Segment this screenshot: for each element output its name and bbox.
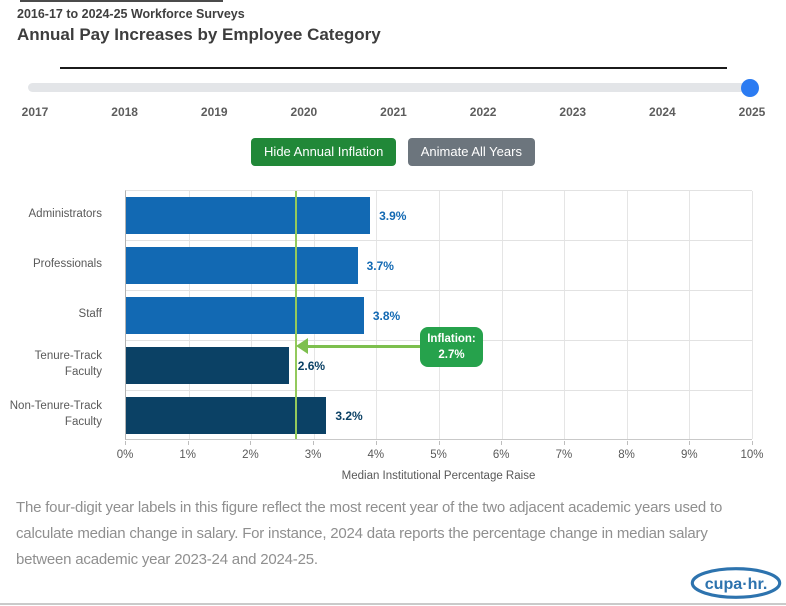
tick-label: 10% bbox=[740, 449, 764, 461]
year-label-2020: 2020 bbox=[290, 105, 318, 119]
category-label: Non-Tenure-Track Faculty bbox=[9, 400, 102, 428]
animate-all-years-button[interactable]: Animate All Years bbox=[407, 138, 535, 166]
year-slider-track[interactable] bbox=[28, 78, 759, 97]
gridline bbox=[564, 191, 566, 439]
cupa-hr-logo[interactable]: cupa·hr. bbox=[690, 564, 782, 602]
tick-mark bbox=[752, 441, 753, 445]
gridline bbox=[752, 191, 753, 439]
gridline bbox=[439, 191, 440, 439]
tick-mark bbox=[250, 441, 252, 445]
tick-mark bbox=[626, 441, 628, 445]
tick-label: 3% bbox=[304, 449, 322, 461]
hide-annual-inflation-button[interactable]: Hide Annual Inflation bbox=[251, 138, 397, 166]
gridline bbox=[626, 191, 628, 439]
year-label-2019: 2019 bbox=[200, 105, 228, 119]
tick-mark bbox=[501, 441, 503, 445]
bar-tenure-track-faculty[interactable] bbox=[126, 347, 289, 384]
bar-row: 3.7% bbox=[126, 241, 752, 291]
bar-row: 3.2% bbox=[126, 391, 752, 441]
tick-mark bbox=[313, 441, 315, 445]
category-label: Professionals bbox=[32, 258, 102, 271]
inflation-arrow-line bbox=[307, 345, 422, 348]
year-label-2022: 2022 bbox=[469, 105, 497, 119]
bar-administrators[interactable] bbox=[126, 197, 371, 234]
year-slider-handle[interactable] bbox=[741, 78, 759, 97]
gridline bbox=[689, 191, 691, 439]
inflation-reference-line bbox=[295, 191, 298, 439]
year-label-2021: 2021 bbox=[380, 105, 407, 119]
gridline bbox=[501, 191, 503, 439]
year-label-2018: 2018 bbox=[111, 105, 138, 119]
bar-row: 2.6% bbox=[126, 341, 752, 391]
survey-range-subtitle: 2016-17 to 2024-25 Workforce Surveys bbox=[17, 7, 245, 21]
tick-mark bbox=[438, 441, 440, 445]
top-edge-remnant-line bbox=[20, 0, 223, 2]
tick-mark bbox=[689, 441, 691, 445]
footnote-text: The four-digit year labels in this figur… bbox=[16, 499, 723, 568]
bar-staff[interactable] bbox=[126, 297, 364, 334]
tick-mark bbox=[375, 441, 377, 445]
bar-value-label: 3.9% bbox=[379, 208, 407, 223]
tick-label: 8% bbox=[618, 449, 635, 461]
bar-non-tenure-track-faculty[interactable] bbox=[126, 397, 327, 434]
logo-ellipse-swoosh bbox=[690, 567, 782, 599]
tick-label: 0% bbox=[116, 449, 134, 461]
bar-professionals[interactable] bbox=[126, 247, 358, 284]
tick-label: 4% bbox=[367, 449, 385, 461]
inflation-arrow-head bbox=[296, 338, 309, 354]
chart-controls: Hide Annual Inflation Animate All Years bbox=[0, 138, 786, 166]
plot-area: Inflation: 2.7% 3.9% 3.7% 3.8% 2.6% 3.2% bbox=[125, 190, 753, 441]
x-axis-title: Median Institutional Percentage Raise bbox=[341, 470, 536, 482]
year-label-2017: 2017 bbox=[21, 105, 49, 119]
year-label-2024: 2024 bbox=[649, 105, 676, 119]
category-axis: Administrators Professionals Staff Tenure-T… bbox=[0, 190, 113, 440]
year-label-2025: 2025 bbox=[738, 105, 766, 119]
category-label: Administrators bbox=[28, 208, 103, 221]
inflation-annotation: Inflation: 2.7% bbox=[420, 327, 483, 368]
bar-value-label: 3.8% bbox=[372, 308, 401, 323]
tick-label: 6% bbox=[492, 449, 510, 461]
category-label: Tenure-Track Faculty bbox=[34, 350, 102, 378]
gridline bbox=[376, 191, 378, 439]
bar-value-label: 3.2% bbox=[335, 409, 363, 423]
tick-mark bbox=[125, 441, 126, 445]
year-label-row: 2017 2018 2019 2020 2021 2022 2023 2024 2025 bbox=[15, 105, 772, 119]
title-underline bbox=[60, 67, 727, 69]
tick-label: 9% bbox=[680, 449, 698, 461]
x-axis-tick-labels: 0% 1% 2% 3% 4% 5% 6% 7% 8% 9% 10% bbox=[117, 449, 764, 463]
page-title: Annual Pay Increases by Employee Categor… bbox=[17, 25, 381, 44]
bar-value-label: 3.7% bbox=[366, 258, 394, 273]
bar-row: 3.9% bbox=[126, 191, 752, 241]
tick-label: 7% bbox=[555, 449, 573, 461]
x-axis-tick-marks bbox=[125, 441, 753, 445]
tick-label: 2% bbox=[242, 449, 259, 461]
logo-text: cupa·hr. bbox=[705, 575, 768, 593]
bar-value-label: 2.6% bbox=[297, 358, 326, 373]
tick-label: 5% bbox=[430, 449, 447, 461]
tick-mark bbox=[563, 441, 565, 445]
bottom-divider bbox=[0, 603, 786, 605]
inflation-annotation-label: Inflation: bbox=[427, 333, 476, 345]
tick-mark bbox=[187, 441, 189, 445]
tick-label: 1% bbox=[179, 449, 196, 461]
category-label: Staff bbox=[78, 308, 102, 321]
year-label-2023: 2023 bbox=[559, 105, 587, 119]
inflation-annotation-value: 2.7% bbox=[438, 349, 465, 362]
